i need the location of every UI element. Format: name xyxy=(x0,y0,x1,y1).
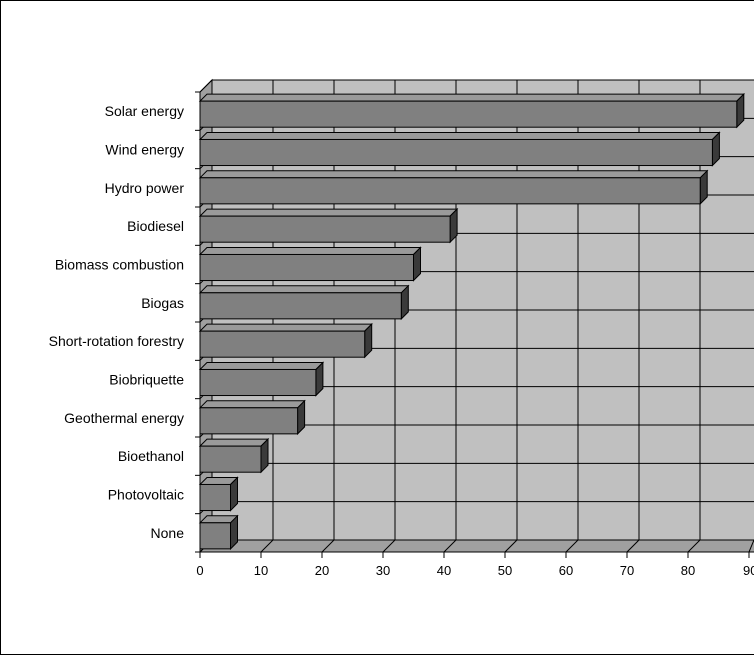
gridline-floor xyxy=(626,539,640,553)
bar xyxy=(198,284,410,321)
gridline-floor xyxy=(687,539,701,553)
gridline-floor xyxy=(443,539,457,553)
gridline-floor xyxy=(504,539,518,553)
x-tick-label: 0 xyxy=(196,563,203,578)
bar xyxy=(198,92,746,129)
plot-area: Solar energy Wind energy Hydro power Biodie… xyxy=(49,78,754,578)
gridline-side xyxy=(199,79,213,93)
bar-front-face xyxy=(199,522,231,550)
gridline-floor xyxy=(565,539,579,553)
bar-front-face xyxy=(199,100,738,128)
bar xyxy=(198,246,422,282)
x-tick-label: 90 xyxy=(743,563,754,578)
bar-top-face xyxy=(198,400,306,409)
floor xyxy=(200,540,754,552)
bar xyxy=(198,207,459,244)
category-label: None xyxy=(151,525,185,541)
category-label: Hydro power xyxy=(105,180,185,196)
category-label: Short-rotation forestry xyxy=(49,333,184,349)
bar-top-face xyxy=(198,246,422,255)
bar xyxy=(198,322,373,359)
bar-front-face xyxy=(199,253,414,282)
bar-front-face xyxy=(199,407,299,435)
bar xyxy=(198,437,270,474)
bar-top-face xyxy=(198,170,709,179)
bar-front-face xyxy=(199,445,262,473)
x-tick-label: 40 xyxy=(437,563,451,578)
category-label: Geothermal energy xyxy=(64,410,184,426)
category-label: Biobriquette xyxy=(109,372,184,388)
bar-top-face xyxy=(198,438,270,447)
x-tick-label: 60 xyxy=(559,563,573,578)
bar-top-face xyxy=(198,131,721,140)
bar-front-face xyxy=(199,138,713,167)
bar-front-face xyxy=(199,292,402,320)
bar-top-face xyxy=(198,285,410,294)
category-label: Biomass combustion xyxy=(55,257,184,273)
category-label: Wind energy xyxy=(105,142,184,158)
category-label: Biodiesel xyxy=(127,218,184,234)
bar-top-face xyxy=(198,323,373,332)
bar-front-face xyxy=(199,368,317,397)
gridline-floor xyxy=(382,539,396,553)
bar-front-face xyxy=(199,215,451,243)
bar xyxy=(198,131,721,167)
bar-front-face xyxy=(199,483,231,512)
x-tick-label: 70 xyxy=(620,563,634,578)
x-tick-label: 50 xyxy=(498,563,512,578)
bar xyxy=(198,361,325,397)
bar xyxy=(198,514,239,551)
category-label: Bioethanol xyxy=(118,448,184,464)
bar-front-face xyxy=(199,177,701,205)
bar xyxy=(198,399,306,436)
bar xyxy=(198,476,239,512)
gridline-floor xyxy=(321,539,335,553)
bar-front-face xyxy=(199,330,366,358)
bar xyxy=(198,169,709,206)
x-tick-label: 30 xyxy=(376,563,390,578)
category-label: Photovoltaic xyxy=(108,487,184,503)
category-label: Solar energy xyxy=(105,103,184,119)
gridline-floor xyxy=(748,539,754,553)
gridline-floor xyxy=(260,539,274,553)
category-label: Biogas xyxy=(141,295,184,311)
bar-top-face xyxy=(198,208,459,217)
bar-top-face xyxy=(198,361,325,370)
x-tick-label: 20 xyxy=(315,563,329,578)
bar-top-face xyxy=(198,93,746,102)
x-tick-label: 10 xyxy=(254,563,268,578)
x-tick-label: 80 xyxy=(681,563,695,578)
